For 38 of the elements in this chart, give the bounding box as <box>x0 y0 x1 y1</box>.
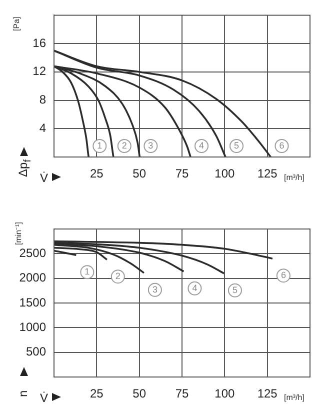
series-label: 1 <box>97 140 102 150</box>
x-tick-label: 100 <box>214 386 235 401</box>
text: [m³/h] <box>284 173 304 182</box>
series-label: 4 <box>192 282 198 293</box>
series-label: 3 <box>148 140 154 150</box>
text: [min⁻¹] <box>13 222 23 245</box>
text: [Pa] <box>12 16 21 32</box>
x-axis-title: V̇ <box>40 391 48 405</box>
y-tick-label: 1500 <box>19 295 46 310</box>
y-tick-label: 2500 <box>19 246 46 260</box>
text: [m³/h] <box>284 393 304 402</box>
series-label: 2 <box>115 271 120 282</box>
x-tick-label: 75 <box>175 166 189 181</box>
series-label: 3 <box>152 284 158 294</box>
x-tick-label: 50 <box>132 166 146 181</box>
x-tick-label: 25 <box>90 166 104 181</box>
y-tick-label: 12 <box>32 64 46 78</box>
y-tick-label: 8 <box>39 92 46 107</box>
series-label: 6 <box>280 270 286 280</box>
series-label: 6 <box>279 140 284 150</box>
series-label: 1 <box>84 266 90 277</box>
series-label: 5 <box>232 284 238 295</box>
y-tick-label: 2000 <box>19 270 46 285</box>
y-tick-label: 4 <box>39 120 46 135</box>
y-tick-label: 16 <box>32 36 46 50</box>
y-tick-label: 500 <box>26 344 46 359</box>
x-tick-label: 100 <box>214 166 235 181</box>
x-tick-label: 75 <box>175 386 189 401</box>
y-axis-title: n <box>16 390 30 397</box>
x-axis-title: V̇ <box>40 171 48 185</box>
series-label: 5 <box>234 140 240 150</box>
x-tick-label: 50 <box>132 386 146 401</box>
x-tick-label: 125 <box>257 386 278 401</box>
series-label: 2 <box>122 140 127 150</box>
series-label: 4 <box>199 140 204 150</box>
x-tick-label: 25 <box>90 386 104 401</box>
y-tick-label: 1000 <box>19 320 46 334</box>
x-tick-label: 125 <box>257 166 278 181</box>
